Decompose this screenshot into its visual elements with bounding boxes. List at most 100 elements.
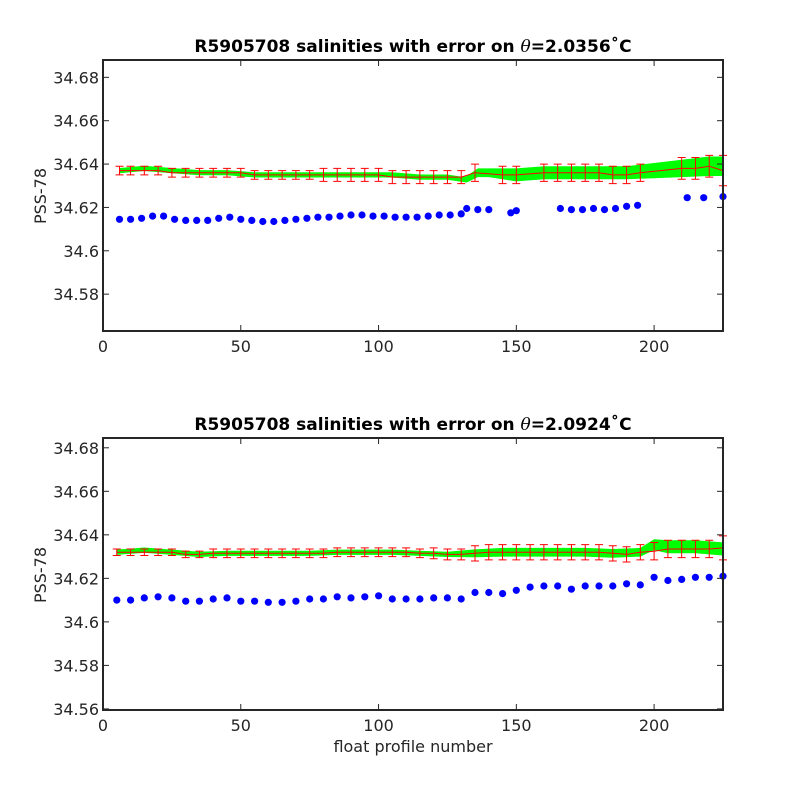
y-axis-label-1: PSS-78 <box>31 168 50 224</box>
plot-area-1: 34.58 34.6 34.62 34.64 34.66 34.68 0 50 100 150 20… <box>53 60 727 356</box>
raw-point <box>589 204 598 213</box>
raw-point <box>485 588 493 597</box>
raw-point <box>314 213 322 221</box>
raw-point <box>623 202 631 210</box>
raw-point <box>171 215 179 223</box>
raw-point <box>430 594 438 602</box>
calibrated-band-1 <box>119 156 723 183</box>
raw-point <box>636 581 644 589</box>
raw-point <box>168 594 176 602</box>
chart-title-1: R5905708 salinities with error on θ=2.03… <box>194 35 631 57</box>
chart-title-2-prefix: R5905708 salinities with error on <box>194 415 520 435</box>
axes-box-2 <box>102 437 724 711</box>
raw-point <box>567 585 576 593</box>
raw-point <box>691 573 700 581</box>
raw-point <box>567 206 576 214</box>
error-bar <box>112 548 121 557</box>
raw-point <box>650 573 658 581</box>
raw-point <box>223 594 231 602</box>
raw-point <box>361 593 369 601</box>
raw-point <box>358 211 366 219</box>
raw-point <box>215 214 223 222</box>
x-axis-label-2: float profile number <box>333 737 493 756</box>
y-tick-label: 34.64 <box>53 526 99 545</box>
raw-point <box>127 215 135 223</box>
raw-point <box>193 216 201 224</box>
chart-title-2-suffix: =2.0924˚C <box>531 413 632 435</box>
raw-point <box>416 595 424 603</box>
raw-point <box>138 214 146 222</box>
raw-point <box>609 582 617 590</box>
raw-point <box>237 215 245 223</box>
raw-point <box>248 216 256 224</box>
x-tick-label: 200 <box>639 716 670 735</box>
raw-point <box>512 207 520 215</box>
raw-point <box>705 573 713 581</box>
y-tick-label: 34.56 <box>53 700 99 719</box>
raw-point <box>485 206 493 214</box>
raw-point <box>264 598 272 606</box>
raw-point <box>600 206 609 214</box>
raw-point <box>375 592 383 600</box>
raw-point <box>292 215 300 223</box>
raw-point <box>578 206 587 214</box>
chart-title-1-suffix: =2.0356˚C <box>531 35 632 57</box>
raw-point <box>306 595 314 603</box>
x-tick-label: 150 <box>501 337 532 356</box>
raw-point <box>182 597 190 605</box>
raw-point <box>336 212 344 220</box>
y-tick-label: 34.6 <box>63 613 99 632</box>
y-tick-label: 34.68 <box>53 68 99 87</box>
x-tick-label: 200 <box>639 337 670 356</box>
error-line-1 <box>119 165 724 178</box>
raw-point <box>391 213 399 221</box>
raw-point <box>611 204 620 213</box>
raw-point <box>678 575 686 584</box>
raw-point <box>683 194 691 202</box>
y-tick-label: 34.62 <box>53 198 99 217</box>
raw-point <box>127 596 135 604</box>
x-tick-label: 0 <box>98 716 108 735</box>
raw-point <box>237 597 245 605</box>
raw-point <box>303 214 311 222</box>
raw-point <box>402 213 410 221</box>
raw-point <box>226 213 234 221</box>
y-axis-label-2: PSS-78 <box>31 547 50 603</box>
raw-point <box>270 217 278 226</box>
y-tick-label: 34.62 <box>53 569 99 588</box>
raw-point <box>160 212 168 220</box>
raw-point <box>113 596 121 604</box>
raw-point <box>526 583 534 591</box>
raw-point <box>664 576 672 585</box>
raw-point <box>209 595 217 603</box>
raw-point <box>413 213 421 221</box>
y-tick-label: 34.68 <box>53 439 99 458</box>
x-tick-label: 150 <box>501 716 532 735</box>
raw-point <box>195 597 203 605</box>
raw-point <box>347 594 355 602</box>
raw-point <box>380 212 388 220</box>
raw-point <box>595 582 603 590</box>
raw-point <box>700 194 708 202</box>
raw-point <box>388 595 396 603</box>
raw-point <box>556 204 565 213</box>
raw-point <box>204 216 212 224</box>
raw-point <box>446 211 454 219</box>
chart-panel-1: R5905708 salinities with error on θ=2.03… <box>31 35 727 356</box>
x-tick-label: 50 <box>231 716 251 735</box>
raw-point <box>634 201 642 209</box>
raw-point <box>149 212 157 220</box>
raw-point <box>443 594 451 602</box>
x-tick-label: 0 <box>98 337 108 356</box>
raw-point <box>554 582 562 590</box>
raw-point <box>540 582 548 590</box>
raw-point <box>115 215 124 223</box>
chart-title-1-symbol: θ <box>521 37 531 57</box>
y-tick-label: 34.64 <box>53 155 99 174</box>
raw-point <box>499 590 507 598</box>
error-line-2 <box>116 547 724 555</box>
raw-point <box>333 593 341 601</box>
raw-point <box>463 204 471 213</box>
